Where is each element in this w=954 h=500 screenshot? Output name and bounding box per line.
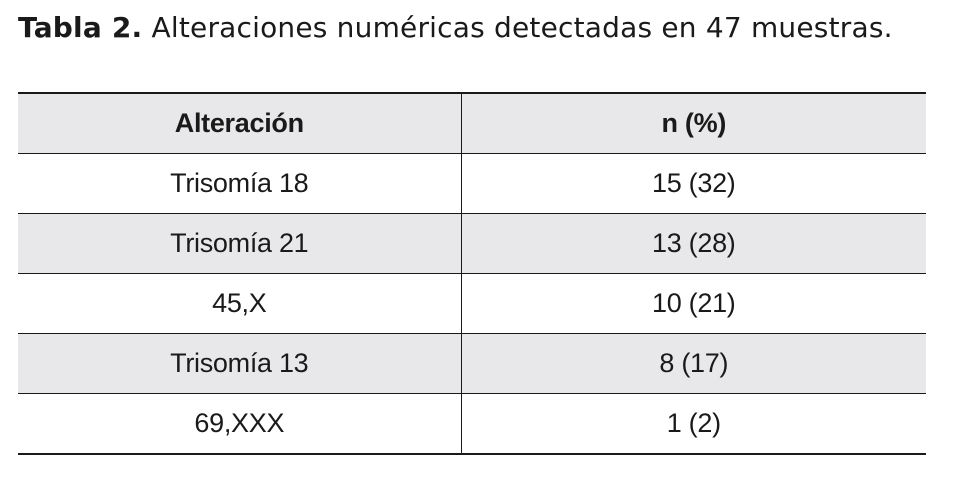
cell-n-percent: 10 (21)	[461, 273, 926, 334]
table-header-row: Alteración n (%)	[18, 92, 926, 154]
table-caption: Tabla 2. Alteraciones numéricas detectad…	[18, 8, 893, 48]
table-row: Trisomía 21 13 (28)	[18, 213, 926, 274]
cell-n-percent: 8 (17)	[461, 333, 926, 394]
cell-alteracion: 69,XXX	[18, 393, 462, 455]
alterations-table: Alteración n (%) Trisomía 18 15 (32) Tri…	[18, 92, 926, 455]
cell-n-percent: 15 (32)	[461, 153, 926, 214]
cell-alteracion: Trisomía 18	[18, 153, 462, 214]
header-alteracion: Alteración	[18, 92, 462, 154]
table-row: 69,XXX 1 (2)	[18, 393, 926, 455]
table-row: Trisomía 13 8 (17)	[18, 333, 926, 394]
caption-text: Alteraciones numéricas detectadas en 47 …	[151, 11, 893, 44]
table-row: Trisomía 18 15 (32)	[18, 153, 926, 214]
table-row: 45,X 10 (21)	[18, 273, 926, 334]
cell-alteracion: Trisomía 21	[18, 213, 462, 274]
header-n-percent: n (%)	[461, 92, 926, 154]
cell-n-percent: 13 (28)	[461, 213, 926, 274]
caption-label: Tabla 2.	[18, 11, 143, 44]
cell-alteracion: Trisomía 13	[18, 333, 462, 394]
cell-alteracion: 45,X	[18, 273, 462, 334]
cell-n-percent: 1 (2)	[461, 393, 926, 455]
